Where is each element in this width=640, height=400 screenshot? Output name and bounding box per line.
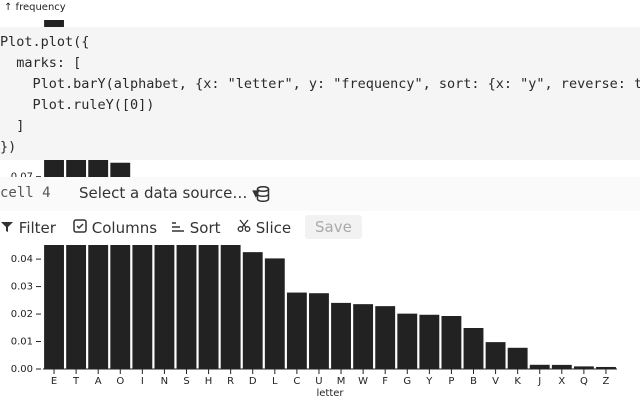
columns-text: Columns xyxy=(91,219,158,237)
x-tick-label: L xyxy=(272,376,278,387)
data-source-select[interactable]: Select a data source… ▾ xyxy=(79,184,260,202)
y-tick-label: 0.04 xyxy=(11,254,33,265)
save-text: Save xyxy=(315,218,352,236)
database-icon[interactable] xyxy=(256,186,270,202)
x-axis-label: letter xyxy=(316,388,344,399)
bar xyxy=(397,313,418,369)
bar xyxy=(485,342,506,369)
x-tick-label: B xyxy=(470,376,477,387)
cell-bar: cell 4 Select a data source… ▾ xyxy=(0,177,640,211)
x-tick-label: I xyxy=(141,376,144,387)
x-tick-label: H xyxy=(205,376,213,387)
bar xyxy=(264,258,285,369)
cell-label: cell 4 xyxy=(0,185,51,201)
x-tick-label: M xyxy=(337,376,346,387)
bar xyxy=(596,366,616,369)
sort-icon xyxy=(172,222,184,232)
code-cell[interactable]: Plot.plot({ marks: [ Plot.barY(alphabet,… xyxy=(0,27,640,160)
y-tick-label: 0.02 xyxy=(11,309,33,320)
sort-button[interactable]: Sort xyxy=(171,219,221,237)
code-line: Plot.barY(alphabet, {x: "letter", y: "fr… xyxy=(0,76,640,92)
x-tick-label: Y xyxy=(425,376,433,387)
x-tick-label: U xyxy=(315,376,322,387)
code-line: ] xyxy=(0,118,25,134)
x-tick-label: P xyxy=(448,376,454,387)
y-axis-label: ↑ frequency xyxy=(4,2,66,13)
code-line: Plot.plot({ xyxy=(0,34,90,50)
bar xyxy=(529,364,550,369)
x-tick-label: R xyxy=(227,376,234,387)
x-tick-label: C xyxy=(293,376,300,387)
bar xyxy=(353,304,374,369)
toolbar: Filter Columns Sort Slice Save xyxy=(0,211,640,245)
x-tick-label: F xyxy=(382,376,388,387)
x-tick-label: J xyxy=(537,376,541,387)
x-tick-label: X xyxy=(558,376,565,387)
y-tick-label: 0.00 xyxy=(11,364,33,375)
x-tick-label: N xyxy=(161,376,168,387)
x-tick-label: Q xyxy=(580,376,588,387)
y-tick-label: 0.01 xyxy=(11,337,33,348)
bar xyxy=(309,293,329,369)
x-tick-label: W xyxy=(358,376,368,387)
save-button[interactable]: Save xyxy=(305,215,362,239)
sort-text: Sort xyxy=(189,219,221,237)
slice-button[interactable]: Slice xyxy=(237,219,291,237)
bar xyxy=(331,302,351,369)
x-tick-label: D xyxy=(249,376,257,387)
x-tick-label: S xyxy=(183,376,189,387)
y-tick-label: 0.03 xyxy=(11,282,33,293)
slice-text: Slice xyxy=(255,219,292,237)
bar xyxy=(220,204,241,369)
filter-text: Filter xyxy=(18,219,56,237)
bar xyxy=(419,314,440,369)
filter-icon xyxy=(1,222,13,232)
x-tick-label: T xyxy=(72,376,80,387)
bar xyxy=(242,252,263,369)
slice-icon xyxy=(237,219,251,232)
code-line: Plot.ruleY([0]) xyxy=(0,97,155,113)
x-tick-label: V xyxy=(492,376,499,387)
x-tick-label: A xyxy=(95,376,102,387)
bar xyxy=(375,306,396,369)
data-source-text: Select a data source… xyxy=(79,184,248,202)
columns-icon xyxy=(73,219,87,233)
bar xyxy=(463,328,484,369)
bar xyxy=(286,292,307,369)
filter-button[interactable]: Filter xyxy=(0,219,56,237)
x-tick-label: G xyxy=(403,376,411,387)
code-line: marks: [ xyxy=(0,55,82,71)
x-tick-label: K xyxy=(514,376,521,387)
x-tick-label: E xyxy=(51,376,57,387)
bar xyxy=(551,364,572,369)
bar xyxy=(441,315,462,369)
bar xyxy=(573,366,594,369)
x-tick-label: Z xyxy=(603,376,610,387)
code-line: }) xyxy=(0,139,17,155)
columns-button[interactable]: Columns xyxy=(73,219,157,237)
x-tick-label: O xyxy=(116,376,124,387)
bar xyxy=(507,347,528,369)
